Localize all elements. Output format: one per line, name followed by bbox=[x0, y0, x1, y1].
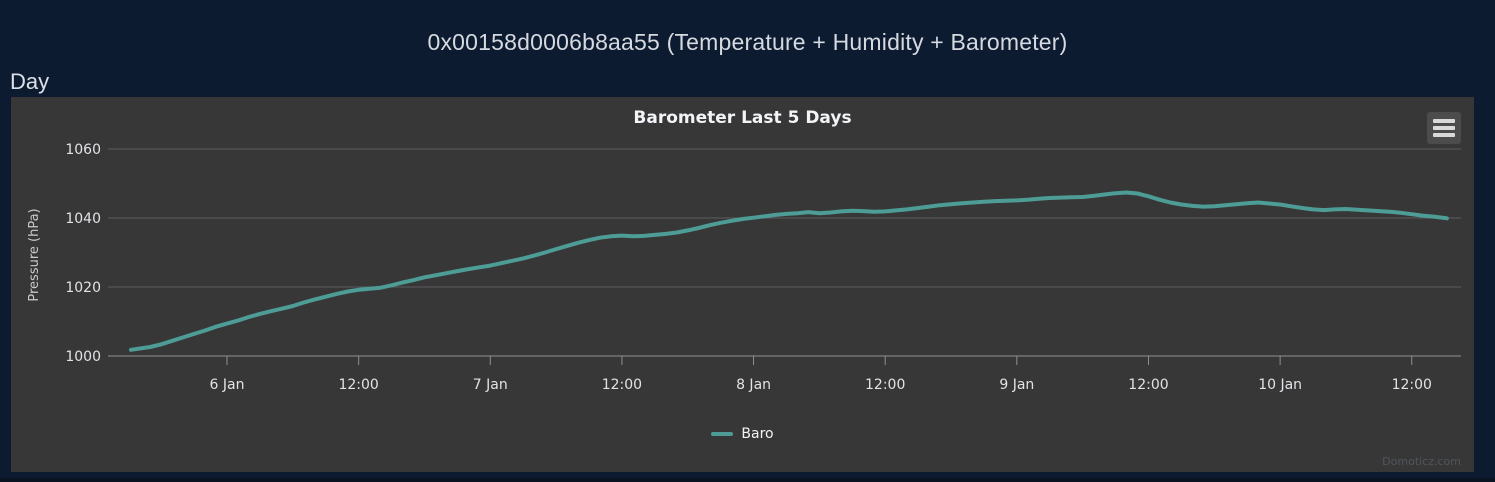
x-axis-tick-label: 7 Jan bbox=[473, 377, 508, 393]
x-axis-tick-label: 6 Jan bbox=[210, 377, 245, 393]
legend-label: Baro bbox=[741, 426, 774, 442]
x-axis-tick-label: 9 Jan bbox=[999, 377, 1034, 393]
y-axis-tick-label: 1020 bbox=[65, 280, 101, 296]
domoticz-credits-link[interactable]: Domoticz.com bbox=[1382, 455, 1461, 468]
chart-title: Barometer Last 5 Days bbox=[633, 108, 852, 128]
y-axis-tick-label: 1040 bbox=[65, 211, 101, 227]
chart-export-menu-button[interactable] bbox=[1427, 112, 1461, 144]
y-axis-tick-label: 1060 bbox=[65, 142, 101, 158]
x-axis-tick-label: 12:00 bbox=[865, 377, 905, 393]
x-axis-tick-label: 8 Jan bbox=[736, 377, 771, 393]
legend-line-swatch bbox=[711, 432, 734, 436]
x-axis-tick-label: 12:00 bbox=[602, 377, 642, 393]
page-title: 0x00158d0006b8aa55 (Temperature + Humidi… bbox=[427, 29, 1068, 55]
baro-series-line[interactable] bbox=[129, 190, 1449, 352]
x-axis-tick-label: 10 Jan bbox=[1258, 377, 1302, 393]
x-axis-tick-label: 12:00 bbox=[338, 377, 378, 393]
bottom-edge-strip bbox=[0, 478, 1495, 482]
y-axis-tick-label: 1000 bbox=[65, 349, 101, 365]
range-tab-day: Day bbox=[10, 69, 50, 94]
barometer-chart-panel: Barometer Last 5 Days 1000 1020 1040 1060 6 … bbox=[11, 97, 1474, 472]
legend-item-baro[interactable]: Baro bbox=[11, 426, 1474, 442]
x-axis-tick-label: 12:00 bbox=[1128, 377, 1168, 393]
x-axis-tick-label: 12:00 bbox=[1392, 377, 1432, 393]
y-axis-title: Pressure (hPa) bbox=[27, 208, 42, 301]
barometer-chart-svg[interactable]: 1000 1020 1040 1060 6 Jan 12:00 7 Jan 12:00 8 Ja… bbox=[11, 97, 1474, 472]
